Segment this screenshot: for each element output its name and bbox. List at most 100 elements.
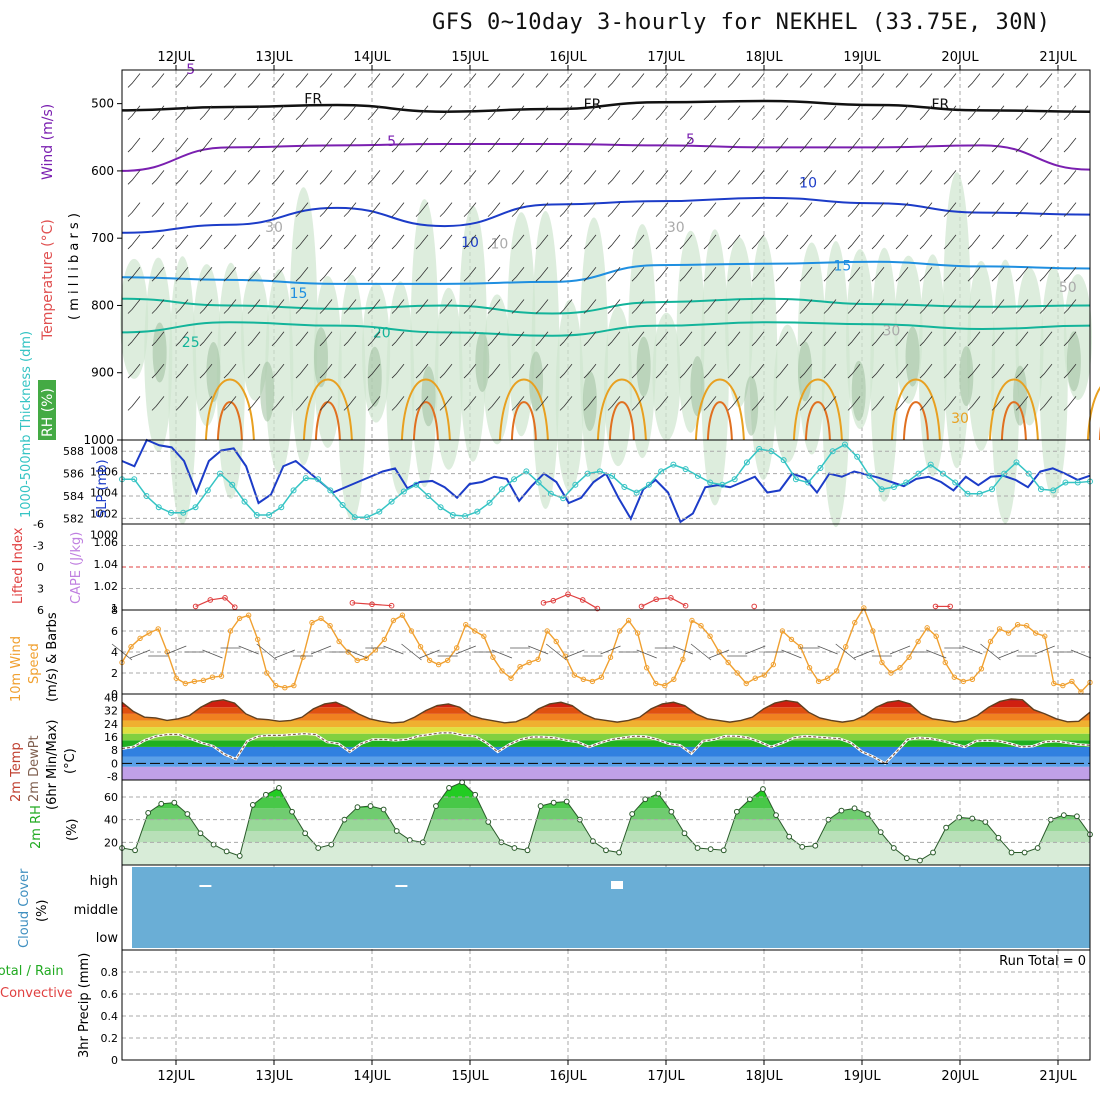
wind-barb	[128, 73, 140, 87]
contour-label: 30	[882, 324, 900, 340]
wind-barb	[440, 203, 452, 217]
rh-point	[944, 825, 949, 830]
wind-barb	[416, 170, 428, 184]
ytick: -8	[107, 771, 118, 784]
rh-point	[970, 816, 975, 821]
wind-barb	[704, 73, 716, 87]
wind-barb-10m	[528, 646, 548, 654]
rh-point	[133, 848, 138, 853]
wind-barb	[200, 235, 212, 249]
rh-blob	[701, 229, 729, 505]
rh-point	[996, 835, 1001, 840]
rh-blob-dark	[906, 327, 920, 387]
rh-point	[329, 842, 334, 847]
ylabel-temperature: Temperature (°C)	[40, 219, 56, 341]
wind-barb	[1016, 73, 1028, 87]
wind-barb	[776, 138, 788, 152]
ytick: 0	[111, 757, 118, 770]
wind-barb	[968, 73, 980, 87]
wind-barb	[728, 138, 740, 152]
wind-barb-10m	[926, 650, 946, 658]
temp-band	[122, 720, 1090, 727]
rh-point	[407, 838, 412, 843]
wind-barb	[680, 203, 692, 217]
li-point	[752, 604, 757, 609]
wind-barb	[752, 138, 764, 152]
wind-barb	[200, 203, 212, 217]
li-line	[196, 598, 235, 607]
wind-barb	[344, 170, 356, 184]
ytick: 16	[104, 731, 118, 744]
wind-barb	[176, 138, 188, 152]
temp-band	[122, 757, 1090, 767]
rh-point	[695, 846, 700, 851]
wind-barb	[584, 73, 596, 87]
ytick-left: 0	[37, 561, 44, 574]
rh-point	[263, 792, 268, 797]
rh-blob-dark	[153, 323, 167, 383]
rh-point	[918, 858, 923, 863]
rh-point	[591, 839, 596, 844]
rh-point	[394, 829, 399, 834]
wind-barb-10m	[275, 650, 295, 658]
ytick: 60	[104, 791, 118, 804]
wind-barb	[560, 170, 572, 184]
ytick-right: 1.02	[94, 580, 119, 593]
wind-barb	[872, 235, 884, 249]
rh-point	[316, 846, 321, 851]
wind-barb-10m	[130, 650, 150, 658]
rh-blob	[919, 254, 947, 476]
ytick-left: 586	[63, 468, 84, 481]
slp-ylabel: 1000-500mb Thickness (dm)	[19, 331, 34, 518]
series-line	[122, 440, 1090, 522]
contour-label: 20	[373, 326, 391, 342]
wind-barb	[368, 267, 380, 281]
rh-point	[368, 804, 373, 809]
wind-barb	[416, 106, 428, 120]
ylabel-cloud: Cloud Cover	[17, 868, 32, 948]
li-ylabel: Lifted Index	[11, 527, 26, 604]
rh-point	[708, 847, 713, 852]
ylabel-millibars: ( m i l l i b a r s )	[67, 213, 82, 320]
rh-blob	[774, 325, 802, 463]
rh-point	[290, 809, 295, 814]
date-label-top: 19JUL	[843, 50, 881, 65]
rh-point	[643, 797, 648, 802]
rh-point	[237, 854, 242, 859]
wind-barb	[128, 138, 140, 152]
wind-barb	[848, 138, 860, 152]
rh-point	[721, 848, 726, 853]
wind-barb	[872, 138, 884, 152]
wind-barb	[752, 73, 764, 87]
wind-barb-10m	[239, 646, 259, 654]
wind-barb	[344, 106, 356, 120]
rh-point	[839, 808, 844, 813]
wind-barb	[776, 267, 788, 281]
rh-point	[774, 813, 779, 818]
wind-barb	[1064, 73, 1076, 87]
wind-barb	[1016, 106, 1028, 120]
wind-barb	[392, 235, 404, 249]
rh-blob-dark	[475, 332, 489, 392]
rh-point	[604, 848, 609, 853]
cloud-level-label: high	[90, 874, 118, 889]
wind-barb	[920, 235, 932, 249]
ylabel-rh2m: 2m RH	[29, 805, 44, 849]
rh-point	[460, 780, 465, 785]
wind-barb	[368, 170, 380, 184]
rh-point	[630, 812, 635, 817]
wind-barb	[128, 203, 140, 217]
rh-point	[957, 815, 962, 820]
wind-barb	[296, 106, 308, 120]
wind-barb	[704, 138, 716, 152]
wind-barb	[632, 73, 644, 87]
wind-barb-10m	[202, 650, 222, 658]
rh-point	[1022, 850, 1027, 855]
wind-barb	[200, 170, 212, 184]
wind-barb-10m	[691, 644, 711, 660]
ylabel-convective: Convective	[0, 986, 73, 1001]
ylabel-rh-text: RH (%)	[40, 388, 56, 437]
ylabel-lifted-index: Lifted Index	[11, 527, 26, 604]
rh-point	[185, 812, 190, 817]
